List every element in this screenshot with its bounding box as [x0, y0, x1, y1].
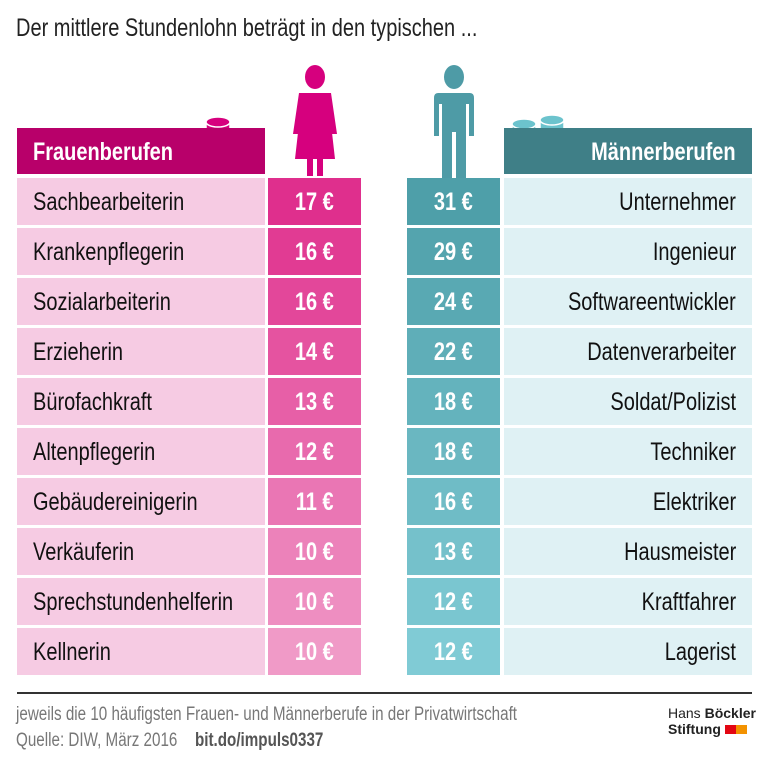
- men-wage-value: 22 €: [407, 328, 500, 375]
- women-job-name: Krankenpflegerin: [17, 228, 265, 275]
- hans-boeckler-logo: Hans Böckler Stiftung: [668, 705, 756, 737]
- women-wage-value: 16 €: [268, 228, 361, 275]
- men-job-name: Datenverarbeiter: [504, 328, 752, 375]
- men-job-name: Elektriker: [504, 478, 752, 525]
- men-wage-value: 29 €: [407, 228, 500, 275]
- men-job-name: Hausmeister: [504, 528, 752, 575]
- men-job-name: Ingenieur: [504, 228, 752, 275]
- men-wage-value: 24 €: [407, 278, 500, 325]
- women-job-name: Bürofachkraft: [17, 378, 265, 425]
- women-wage-value: 10 €: [268, 528, 361, 575]
- women-jobs-header: Frauenberufen: [17, 128, 265, 174]
- women-job-name: Sprechstundenhelferin: [17, 578, 265, 625]
- source-line: Quelle: DIW, März 2016 bit.do/impuls0337: [16, 730, 400, 752]
- women-job-name: Altenpflegerin: [17, 428, 265, 475]
- men-jobs-header: Männerberufen: [504, 128, 752, 174]
- divider: [17, 692, 752, 694]
- men-wage-value: 18 €: [407, 428, 500, 475]
- men-job-name: Softwareentwickler: [504, 278, 752, 325]
- women-wage-value: 10 €: [268, 628, 361, 675]
- men-wage-value: 12 €: [407, 628, 500, 675]
- women-wage-value: 10 €: [268, 578, 361, 625]
- source-link[interactable]: bit.do/impuls0337: [194, 730, 324, 751]
- footnote: jeweils die 10 häufigsten Frauen- und Mä…: [16, 704, 518, 725]
- women-wage-value: 16 €: [268, 278, 361, 325]
- men-job-name: Lagerist: [504, 628, 752, 675]
- women-job-name: Sozialarbeiterin: [17, 278, 265, 325]
- women-wage-value: 11 €: [268, 478, 361, 525]
- men-job-name: Techniker: [504, 428, 752, 475]
- women-job-name: Verkäuferin: [17, 528, 265, 575]
- women-job-name: Sachbearbeiterin: [17, 178, 265, 225]
- men-wage-value: 12 €: [407, 578, 500, 625]
- women-wage-value: 12 €: [268, 428, 361, 475]
- men-job-name: Soldat/Polizist: [504, 378, 752, 425]
- woman-icon: [293, 65, 337, 176]
- women-wage-value: 14 €: [268, 328, 361, 375]
- women-wage-value: 13 €: [268, 378, 361, 425]
- source: Quelle: DIW, März 2016: [16, 730, 178, 751]
- men-job-name: Unternehmer: [504, 178, 752, 225]
- man-icon: [434, 65, 474, 180]
- men-wage-value: 18 €: [407, 378, 500, 425]
- men-wage-value: 13 €: [407, 528, 500, 575]
- infographic-title: Der mittlere Stundenlohn beträgt in den …: [16, 14, 478, 42]
- men-job-name: Kraftfahrer: [504, 578, 752, 625]
- women-wage-value: 17 €: [268, 178, 361, 225]
- men-wage-value: 31 €: [407, 178, 500, 225]
- men-wage-value: 16 €: [407, 478, 500, 525]
- women-job-name: Erzieherin: [17, 328, 265, 375]
- women-job-name: Gebäudereinigerin: [17, 478, 265, 525]
- women-job-name: Kellnerin: [17, 628, 265, 675]
